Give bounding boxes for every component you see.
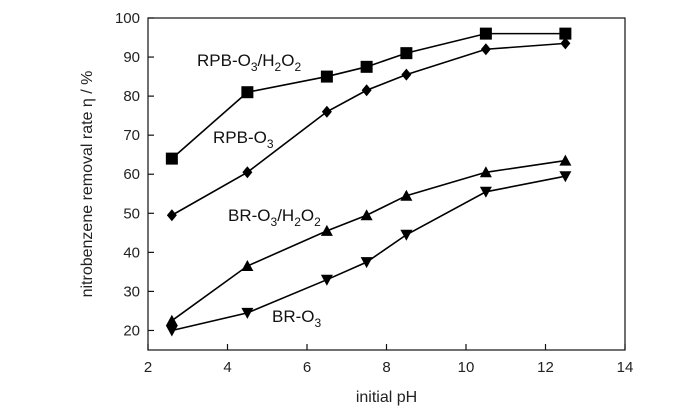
- series-2-point-5: [479, 166, 492, 178]
- series-1-point-4: [401, 68, 412, 81]
- y-tick-label-5: 70: [123, 127, 140, 144]
- series-2-point-1: [241, 260, 254, 272]
- series-0-point-5: [479, 27, 492, 40]
- series-0-point-3: [360, 60, 373, 73]
- series-3-point-6: [559, 171, 572, 183]
- series-0-point-4: [400, 47, 413, 60]
- x-axis-title: initial pH: [356, 389, 417, 406]
- series-3: [165, 171, 572, 337]
- series-label-2: BR-O3/H2O2: [228, 206, 321, 229]
- y-tick-label-1: 30: [123, 283, 140, 300]
- series-1-point-0: [166, 209, 177, 222]
- y-tick-label-4: 60: [123, 166, 140, 183]
- y-tick-label-7: 90: [123, 49, 140, 66]
- series-3-point-3: [360, 257, 373, 269]
- series-label-1: RPB-O3: [213, 128, 274, 151]
- series-2-point-4: [400, 189, 413, 201]
- x-tick-label-5: 12: [537, 359, 554, 376]
- series-1-point-1: [242, 166, 253, 179]
- series-layer: [165, 27, 572, 337]
- series-label-0: RPB-O3/H2O2: [197, 51, 301, 74]
- series-label-3: BR-O3: [272, 307, 322, 330]
- series-3-point-1: [241, 307, 254, 319]
- y-tick-label-8: 100: [115, 10, 140, 27]
- series-2-point-0: [165, 314, 178, 326]
- series-3-line: [171, 175, 566, 332]
- series-1-point-5: [480, 43, 491, 56]
- series-1-point-2: [321, 105, 332, 118]
- series-3-point-5: [479, 186, 492, 198]
- series-1-point-6: [560, 37, 571, 50]
- series-0-point-0: [165, 152, 178, 165]
- series-2-point-2: [320, 224, 333, 236]
- y-tick-label-3: 50: [123, 205, 140, 222]
- x-tick-label-3: 8: [382, 359, 390, 376]
- x-tick-label-1: 4: [223, 359, 231, 376]
- series-1: [166, 37, 571, 222]
- y-axis-title: nitrobenzene removal rate η / %: [79, 71, 96, 298]
- series-2: [165, 154, 572, 326]
- x-tick-label-2: 6: [303, 359, 311, 376]
- y-tick-label-6: 80: [123, 88, 140, 105]
- series-2-point-6: [559, 154, 572, 166]
- x-tick-label-0: 2: [144, 359, 152, 376]
- series-3-point-2: [320, 274, 333, 286]
- x-tick-label-6: 14: [617, 359, 634, 376]
- series-labels: RPB-O3/H2O2 RPB-O3 BR-O3/H2O2 BR-O3: [197, 51, 322, 330]
- series-0-point-6: [559, 27, 572, 40]
- plot-axes: 2 4 6 8 10 12 14 20 30 40 50 60 70 80 90 100: [115, 10, 633, 376]
- series-3-point-4: [400, 229, 413, 241]
- series-0: [165, 27, 572, 165]
- series-0-point-1: [241, 86, 254, 99]
- x-tick-label-4: 10: [458, 359, 475, 376]
- y-tick-label-0: 20: [123, 322, 140, 339]
- series-0-point-2: [320, 70, 333, 83]
- y-tick-label-2: 40: [123, 244, 140, 261]
- series-3-point-0: [165, 325, 178, 337]
- series-2-line: [171, 159, 566, 322]
- series-2-point-3: [360, 209, 373, 221]
- series-1-point-3: [361, 84, 372, 97]
